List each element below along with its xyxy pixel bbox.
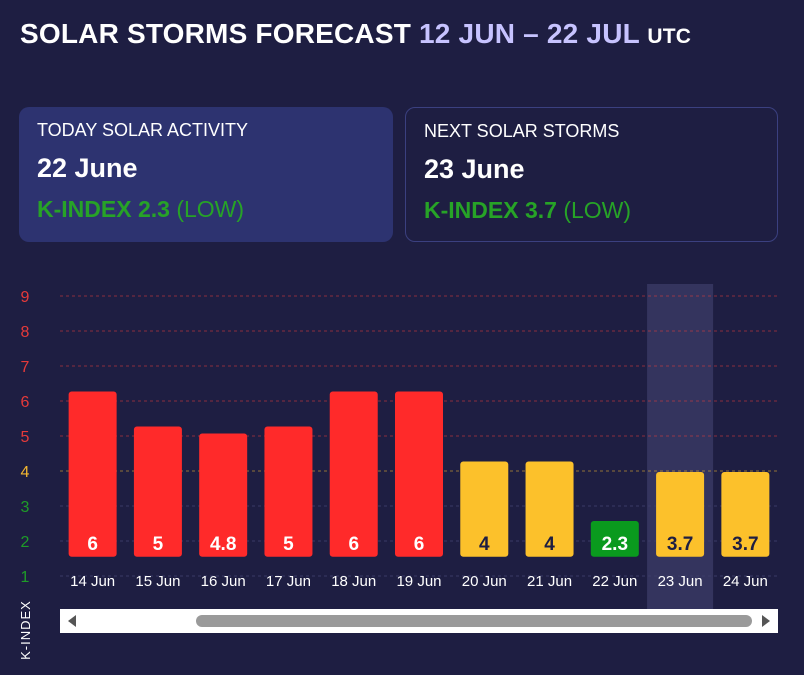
bar [329,391,378,557]
bar [460,461,509,557]
x-tick-label: 16 Jun [201,573,246,590]
x-tick-label: 15 Jun [135,573,180,590]
today-kindex-level: (LOW) [176,196,245,222]
next-kindex-level: (LOW) [563,197,632,223]
bar-value-label: 4 [479,534,490,555]
bar [68,391,117,557]
y-tick-label: 2 [21,534,30,551]
x-tick-label: 23 Jun [658,573,703,590]
y-tick-label: 7 [21,359,30,376]
bar [133,426,182,557]
bar-value-label: 3.7 [667,534,693,555]
next-kindex-value: K-INDEX 3.7 [424,197,557,223]
today-activity-card: TODAY SOLAR ACTIVITY 22 June K-INDEX 2.3… [19,107,393,242]
y-axis-label: K-INDEX [18,600,33,660]
next-card-kindex: K-INDEX 3.7 (LOW) [424,197,759,224]
scroll-right-arrow-icon[interactable] [762,615,770,627]
y-tick-label: 3 [21,499,30,516]
next-card-label: NEXT SOLAR STORMS [424,121,620,141]
bar-value-label: 3.7 [732,534,758,555]
y-tick-label: 1 [21,569,30,586]
bar [656,472,705,557]
kindex-bar-chart: 1 2 3 4 5 6 7 8 9 K-INDEX 6 14 Jun 5 15 Jun 4.8 16 Jun 5… [18,284,778,660]
x-tick-label: 21 Jun [527,573,572,590]
x-tick-label: 17 Jun [266,573,311,590]
bar-value-label: 6 [348,534,359,555]
y-tick-label: 8 [21,324,30,341]
bar-value-label: 5 [283,534,294,555]
bar-value-label: 4 [544,534,555,555]
scroll-thumb[interactable] [196,615,752,627]
y-tick-label: 9 [21,289,30,306]
bar [264,426,313,557]
bar-value-label: 2.3 [602,534,628,555]
bar-value-label: 6 [87,534,98,555]
bar-value-label: 4.8 [210,534,236,555]
y-tick-label: 6 [21,394,30,411]
bar-value-label: 5 [153,534,164,555]
y-tick-label: 5 [21,429,30,446]
x-tick-label: 14 Jun [70,573,115,590]
page-title: SOLAR STORMS FORECAST 12 JUN – 22 JUL UT… [20,18,691,50]
x-tick-label: 19 Jun [396,573,441,590]
next-card-date: 23 June [424,154,525,184]
title-date-range: 12 JUN – 22 JUL [419,18,640,49]
bar [590,521,639,557]
x-tick-label: 24 Jun [723,573,768,590]
next-storms-card: NEXT SOLAR STORMS 23 June K-INDEX 3.7 (L… [405,107,778,242]
bar [199,433,248,557]
bar-value-label: 6 [414,534,425,555]
x-tick-label: 22 Jun [592,573,637,590]
highlight-band [647,284,714,609]
x-tick-label: 18 Jun [331,573,376,590]
bar [721,472,770,557]
today-card-kindex: K-INDEX 2.3 (LOW) [37,196,375,223]
y-tick-label: 4 [21,464,30,481]
chart-scrollbar[interactable] [60,609,778,633]
title-main: SOLAR STORMS FORECAST [20,18,412,49]
today-kindex-value: K-INDEX 2.3 [37,196,170,222]
bar [525,461,574,557]
x-tick-label: 20 Jun [462,573,507,590]
title-timezone: UTC [647,25,692,48]
today-card-label: TODAY SOLAR ACTIVITY [37,120,249,140]
bar [395,391,443,557]
scroll-left-arrow-icon[interactable] [68,615,76,627]
today-card-date: 22 June [37,153,138,183]
